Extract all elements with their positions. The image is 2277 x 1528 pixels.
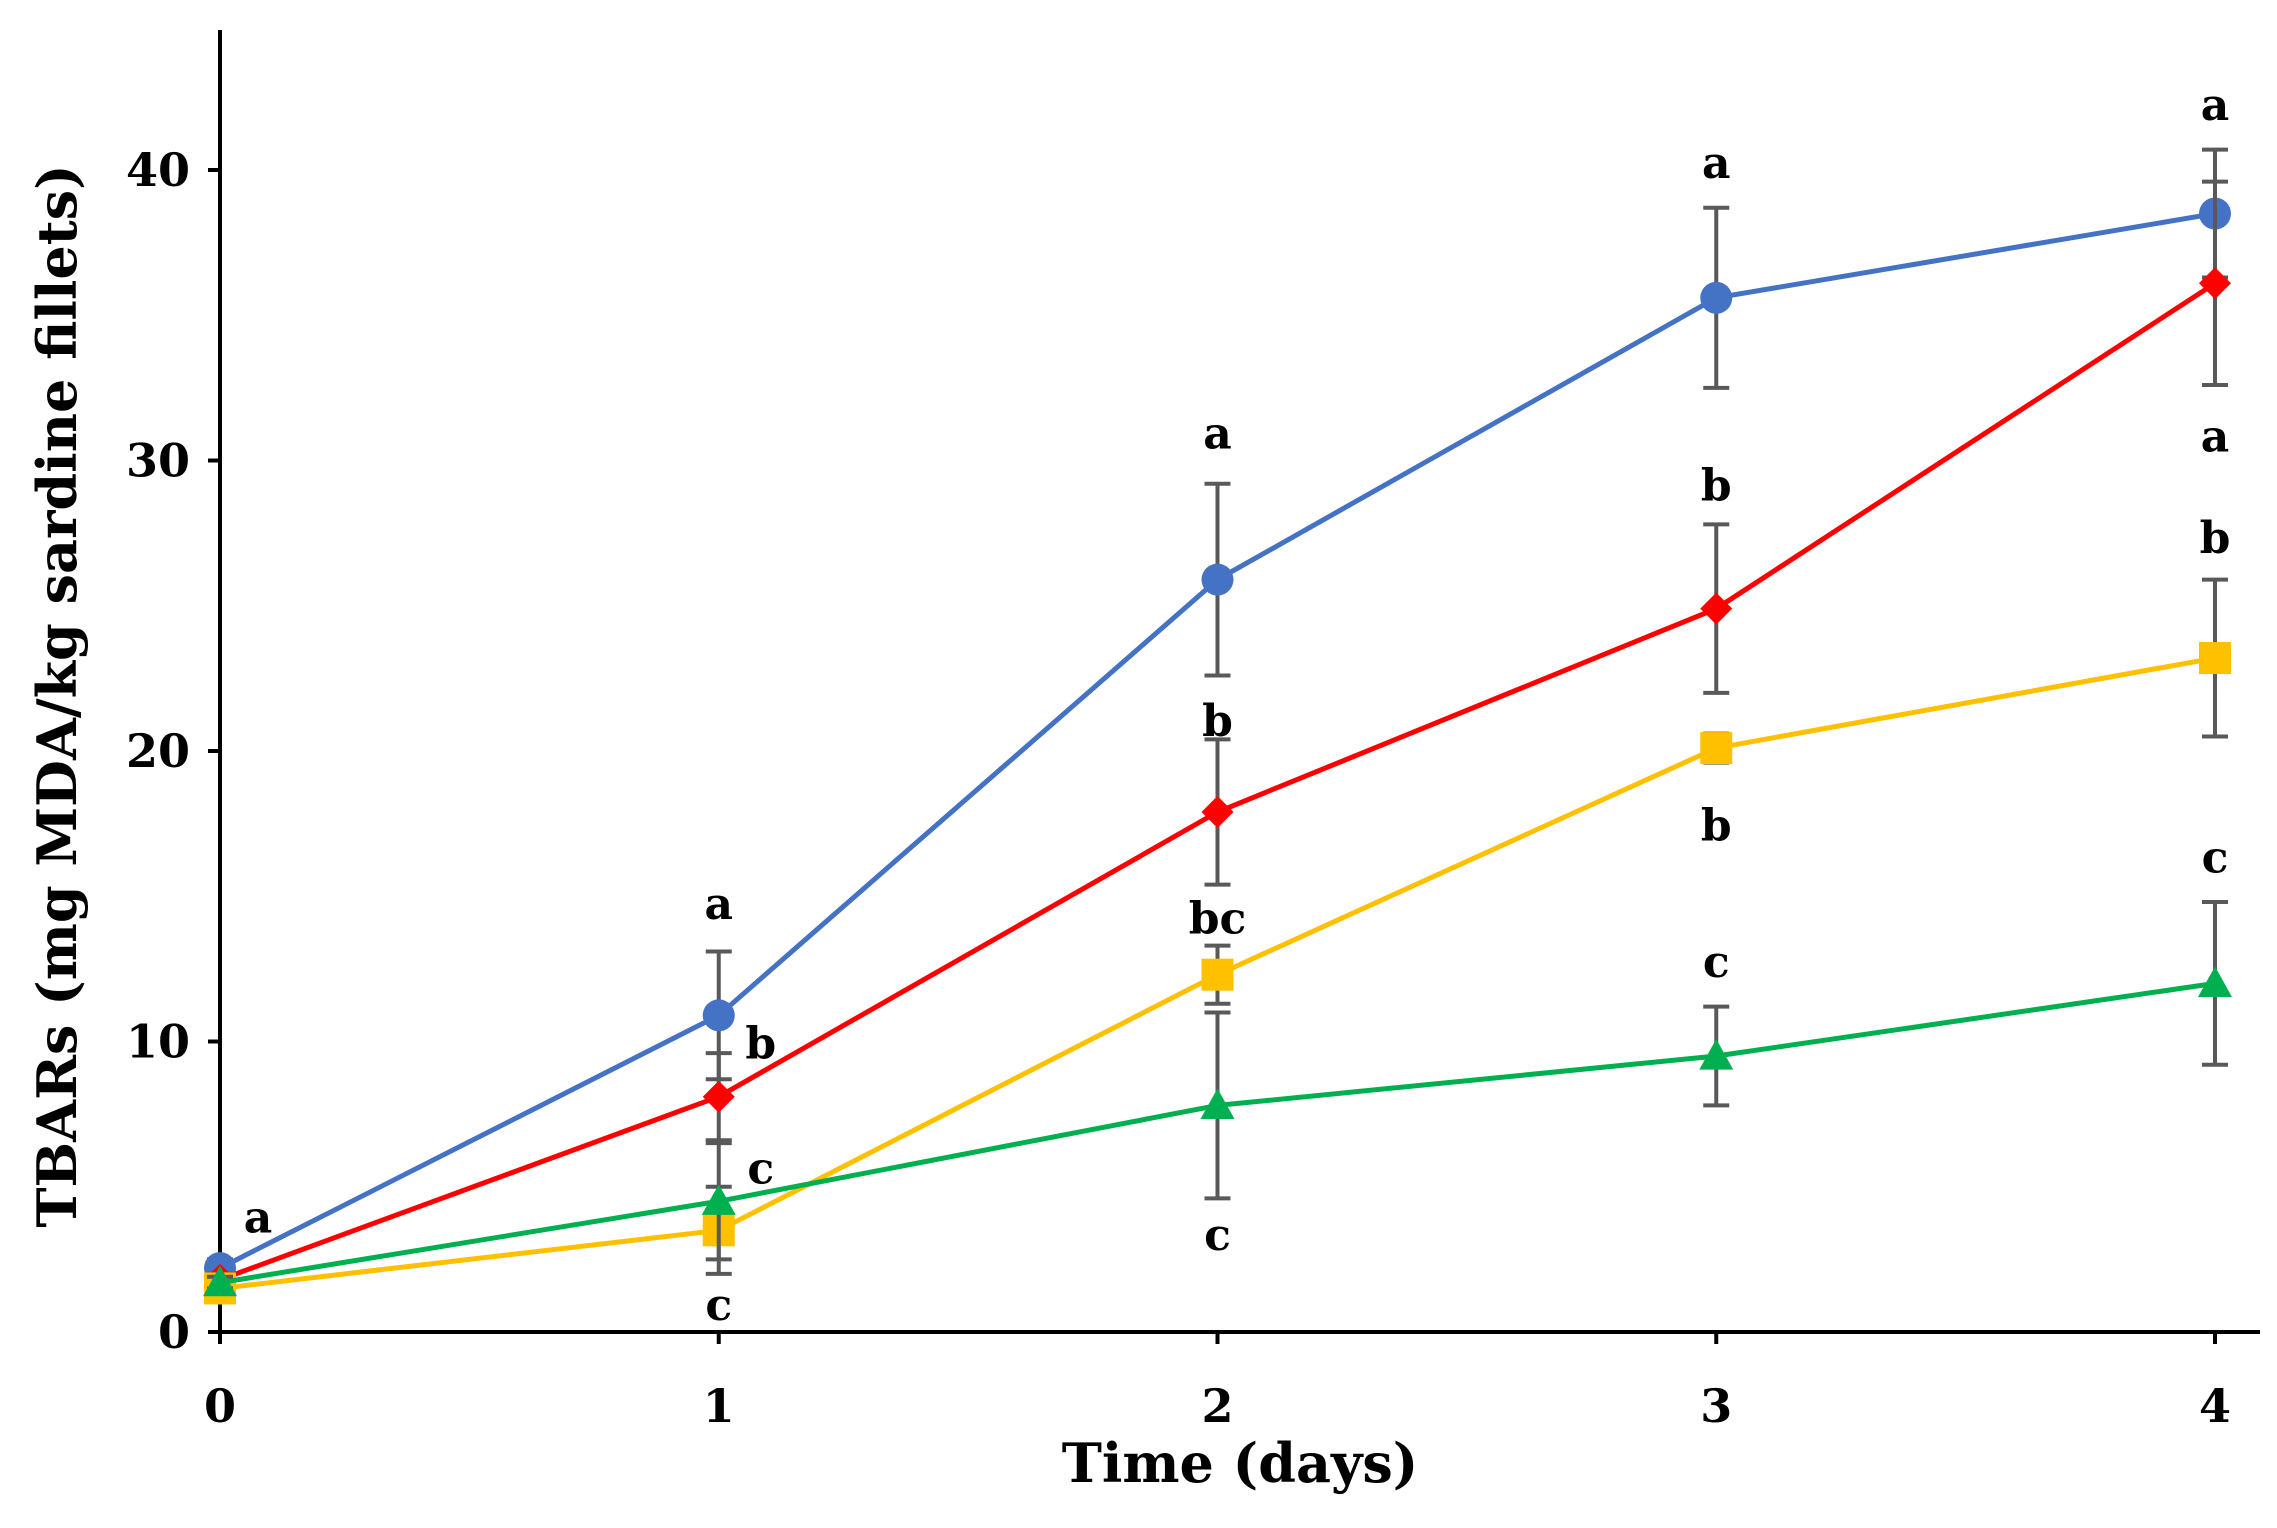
significance-letter: b (1202, 696, 1233, 747)
significance-letter: c (1204, 1210, 1231, 1261)
data-point (1699, 1039, 1734, 1070)
significance-letter: a (704, 879, 733, 930)
significance-letter: a (1702, 138, 1731, 189)
data-point (1201, 958, 1234, 991)
y-axis-title: TBARs (mg MDA/kg sardine fillets) (25, 164, 89, 1227)
significance-letter: a (244, 1193, 273, 1244)
x-tick-label: 1 (703, 1379, 735, 1433)
series (203, 147, 2232, 1305)
x-tick-label: 3 (1700, 1379, 1732, 1433)
y-tick-label: 10 (126, 1015, 190, 1069)
data-point (2199, 267, 2231, 300)
significance-letter: b (1701, 461, 1732, 512)
y-tick-label: 30 (126, 434, 190, 488)
x-axis-title: Time (days) (1062, 1431, 1419, 1495)
data-point (1200, 1088, 1235, 1120)
significance-letter: c (2202, 832, 2229, 883)
significance-letter: bc (1189, 893, 1247, 944)
significance-letter: c (705, 1280, 732, 1331)
data-point (2198, 966, 2232, 997)
axes (218, 30, 2260, 1334)
x-ticks: 0 1 2 3 4 (204, 1332, 2231, 1433)
data-point (1201, 796, 1234, 829)
significance-letter: a (1203, 408, 1232, 459)
significance-letter: b (1701, 801, 1732, 852)
significance-letter: b (745, 1018, 776, 1069)
data-point (203, 1265, 237, 1297)
data-point (1700, 732, 1733, 765)
series-blue (204, 147, 2231, 1285)
series-green (203, 900, 2232, 1297)
significance-letter: c (1703, 937, 1730, 988)
significance-letter: b (2200, 513, 2231, 564)
y-tick-label: 40 (126, 143, 190, 197)
x-tick-label: 0 (204, 1379, 236, 1433)
data-point (1201, 563, 1234, 596)
y-tick-label: 0 (158, 1305, 190, 1359)
data-point (1700, 281, 1733, 314)
significance-letter: a (2201, 80, 2230, 131)
significance-letter: a (2201, 411, 2230, 462)
significance-letter: c (747, 1143, 774, 1194)
data-point (702, 1080, 735, 1113)
data-point (2199, 642, 2231, 675)
data-point (1700, 592, 1733, 625)
data-point (701, 1184, 736, 1215)
data-point (702, 999, 735, 1032)
x-tick-label: 2 (1201, 1379, 1233, 1433)
x-tick-label: 4 (2199, 1379, 2231, 1433)
y-ticks: 0 10 20 30 40 (126, 143, 220, 1359)
y-tick-label: 20 (126, 724, 190, 778)
